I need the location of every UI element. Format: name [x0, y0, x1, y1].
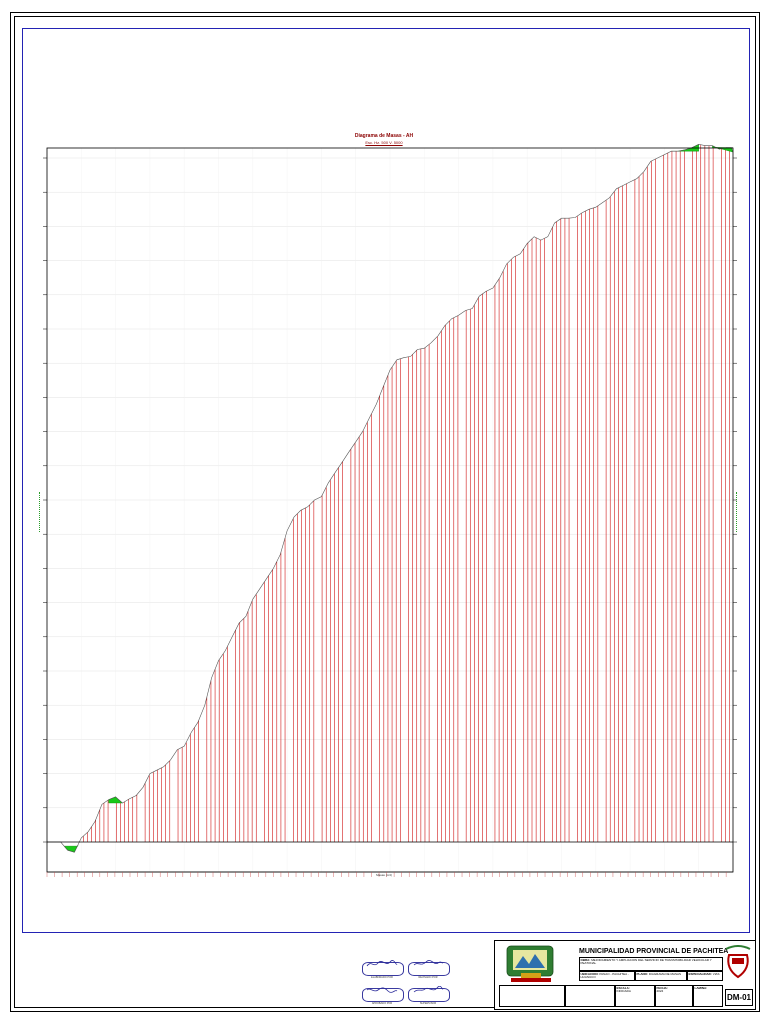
chart-title: Diagrama de Masas - AH [354, 133, 414, 139]
signature-caption: ELABORADO POR [371, 976, 393, 979]
plan-value: DIAGRAMA DE MASAS [648, 971, 682, 976]
location-label: UBICACION: [580, 971, 599, 976]
signature-caption: APROBADO POR [371, 1002, 393, 1005]
drawing-frame [22, 28, 750, 933]
y-axis-label-right [736, 492, 741, 532]
sheet-number: DM-01 [725, 989, 753, 1006]
location-cell: UBICACION: PANAO - PACHITEA - HUANUCO [579, 971, 635, 981]
location-value: PANAO - PACHITEA - HUANUCO [580, 971, 629, 979]
date-label: FECHA: [656, 985, 668, 990]
chart-axes [43, 147, 737, 877]
signature-scribble [413, 960, 444, 966]
chart-subtitle: Esc. Hz. 500 V. 5000 [365, 140, 403, 145]
x-axis-caption: Masas (m3) [376, 873, 392, 877]
chart-marks [47, 143, 733, 853]
plan-cell: PLANO: DIAGRAMA DE MASAS [635, 971, 687, 981]
signature-caption: SUPERVISOR [419, 1002, 437, 1005]
signature-caption: REVISADO POR [418, 976, 438, 979]
signature-stamp: SUPERVISOR [406, 984, 450, 1010]
sheet-inner-border [14, 16, 756, 1008]
specialty-cell: ESPECIALIDAD: VIAS [687, 971, 723, 981]
signature-scribble [413, 986, 444, 993]
peru-coat-of-arms-logo [725, 945, 751, 979]
fill-area [108, 796, 124, 804]
responsible-cell [565, 985, 615, 1007]
specialty-value: VIAS [712, 971, 720, 976]
sheet-label: LAMINA: [694, 985, 708, 990]
signature-scribble [366, 960, 398, 967]
stamp-oval [362, 962, 404, 976]
chart-grid [46, 148, 734, 872]
institution-name: MUNICIPALIDAD PROVINCIAL DE PACHITEA [579, 948, 729, 955]
stamp-oval [408, 962, 450, 976]
title-block: MUNICIPALIDAD PROVINCIAL DE PACHITEA OBR… [494, 940, 756, 1010]
y-axis-label-left [39, 492, 44, 532]
date-value: 2024 [656, 988, 664, 993]
sheet-outer-border [10, 12, 760, 1012]
project-name: MEJORAMIENTO Y AMPLIACION DEL SERVICIO D… [580, 957, 712, 965]
signatures-cell [499, 985, 565, 1007]
fill-area [715, 147, 733, 153]
signature-stamp: REVISADO POR [406, 958, 450, 984]
stamp-oval [362, 988, 404, 1002]
signature-scribble [366, 987, 398, 993]
signature-stamp: ELABORADO POR [360, 958, 404, 984]
mass-curve-line [47, 143, 733, 853]
project-label: OBRA: [580, 957, 591, 962]
scale-label: ESCALA: [616, 985, 630, 990]
sheet-label-cell: LAMINA: [693, 985, 723, 1007]
municipal-crest-logo [506, 945, 554, 982]
signature-stamp: APROBADO POR [360, 984, 404, 1010]
plan-label: PLANO: [636, 971, 649, 976]
date-cell: FECHA: 2024 [655, 985, 693, 1007]
specialty-label: ESPECIALIDAD: [688, 971, 712, 976]
scale-value: INDICADA [616, 988, 631, 993]
scale-cell: ESCALA: INDICADA [615, 985, 655, 1007]
project-cell: OBRA: MEJORAMIENTO Y AMPLIACION DEL SERV… [579, 957, 723, 971]
